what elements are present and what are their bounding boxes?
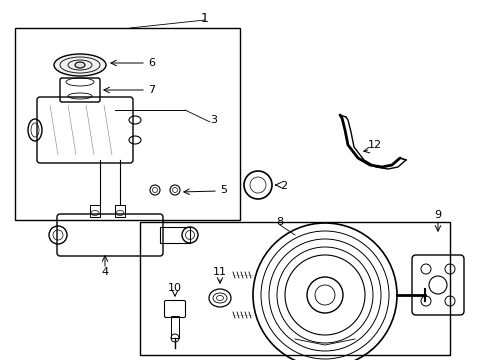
Bar	[15, 28, 240, 220]
Text: 11: 11	[213, 267, 226, 277]
Text: 3: 3	[209, 115, 217, 125]
Text: 8: 8	[276, 217, 283, 227]
Text: 9: 9	[433, 210, 441, 220]
Bar	[90, 205, 100, 217]
Text: 7: 7	[148, 85, 155, 95]
Text: 12: 12	[367, 140, 381, 150]
Text: 2: 2	[280, 181, 286, 191]
Bar	[140, 222, 449, 355]
Ellipse shape	[75, 62, 85, 68]
Text: 4: 4	[101, 267, 108, 277]
Bar	[160, 227, 190, 243]
Text: 6: 6	[148, 58, 155, 68]
Ellipse shape	[54, 54, 106, 76]
Text: 10: 10	[168, 283, 182, 293]
Text: 1: 1	[201, 12, 208, 24]
Text: 5: 5	[220, 185, 226, 195]
Bar	[115, 205, 125, 217]
Bar	[171, 316, 179, 338]
